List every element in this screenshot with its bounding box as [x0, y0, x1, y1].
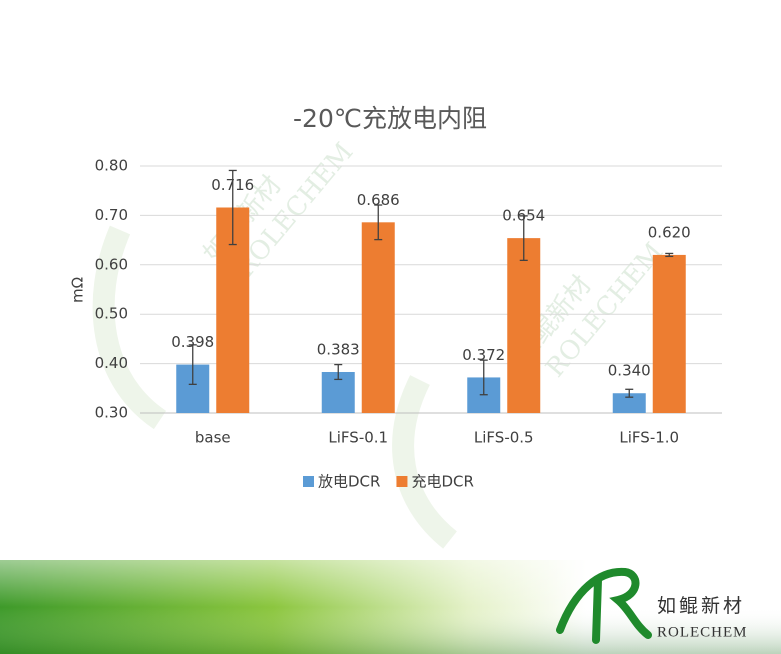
value-label: 0.398 — [171, 333, 214, 351]
y-tick-label: 0.60 — [95, 255, 128, 273]
logo-cn: 如鲲新材 — [657, 595, 745, 617]
value-label: 0.686 — [357, 191, 400, 209]
x-tick-label: LiFS-1.0 — [619, 429, 679, 447]
value-label: 0.383 — [317, 340, 360, 358]
legend-swatch — [396, 476, 408, 487]
y-tick-label: 0.50 — [95, 305, 128, 323]
logo-en: ROLECHEM — [657, 624, 748, 640]
bar — [361, 222, 395, 413]
y-tick-label: 0.40 — [95, 354, 128, 372]
legend-label: 充电DCR — [411, 473, 473, 491]
value-label: 0.620 — [648, 223, 691, 241]
value-label: 0.372 — [462, 346, 505, 364]
bar — [652, 254, 686, 413]
bar — [507, 238, 541, 413]
watermark-shape — [92, 225, 167, 430]
legend-swatch — [303, 476, 314, 487]
bar — [612, 393, 646, 413]
y-tick-label: 0.70 — [95, 206, 128, 224]
y-tick-label: 0.80 — [95, 157, 128, 175]
y-axis-label: mΩ — [69, 277, 87, 303]
x-tick-label: base — [195, 429, 231, 447]
value-label: 0.654 — [502, 207, 545, 225]
logo-mark — [556, 567, 652, 644]
footer-shade — [0, 560, 781, 654]
y-tick-label: 0.30 — [95, 404, 128, 422]
value-label: 0.340 — [608, 362, 651, 380]
x-tick-label: LiFS-0.1 — [328, 429, 388, 447]
x-tick-label: LiFS-0.5 — [474, 429, 534, 447]
chart-title: -20℃充放电内阻 — [293, 104, 487, 133]
watermark-shape — [392, 375, 458, 549]
value-label: 0.716 — [211, 176, 254, 194]
legend-label: 放电DCR — [318, 473, 380, 491]
